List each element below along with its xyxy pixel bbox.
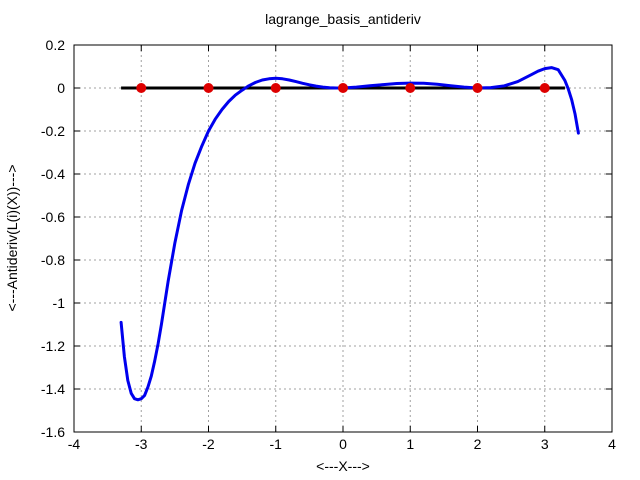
node-marker <box>405 83 416 93</box>
x-axis-label: <---X---> <box>316 458 370 474</box>
node-marker <box>136 83 147 93</box>
x-tick-label: 1 <box>406 436 414 452</box>
x-tick-label: 0 <box>339 436 347 452</box>
x-tick-label: 2 <box>474 436 482 452</box>
y-tick-label: -0.6 <box>41 209 65 225</box>
node-marker <box>203 83 214 93</box>
x-tick-label: -4 <box>68 436 81 452</box>
node-marker <box>472 83 483 93</box>
antideriv-curve <box>119 66 580 402</box>
y-tick-label: -0.4 <box>41 166 65 182</box>
node-marker <box>539 83 550 93</box>
y-tick-label: -0.2 <box>41 123 65 139</box>
y-tick-label: 0 <box>57 80 65 96</box>
x-tick-label: -1 <box>270 436 283 452</box>
axis-ticks: -4 -3 -2 -1 0 1 2 3 4 -1.6 -1.4 -1.2 -1 -0.8 -0.6 -0.4 -… <box>41 37 616 452</box>
y-tick-label: 0.2 <box>46 37 66 53</box>
x-tick-label: -2 <box>202 436 215 452</box>
y-axis-label: <---Antideriv(L(i)(X))---> <box>4 165 20 312</box>
grid <box>74 45 612 432</box>
x-tick-label: -3 <box>135 436 148 452</box>
plot-frame <box>73 44 613 433</box>
node-marker <box>338 83 348 93</box>
y-tick-label: -0.8 <box>41 252 65 268</box>
y-tick-label: -1.2 <box>41 338 65 354</box>
y-tick-label: -1.4 <box>41 381 65 397</box>
node-marker <box>270 83 281 93</box>
x-tick-label: 3 <box>541 436 549 452</box>
chart-title: lagrange_basis_antideriv <box>265 11 421 27</box>
y-tick-label: -1.6 <box>41 424 65 440</box>
series-layer <box>119 66 580 402</box>
y-tick-label: -1 <box>53 295 66 311</box>
x-tick-label: 4 <box>608 436 616 452</box>
